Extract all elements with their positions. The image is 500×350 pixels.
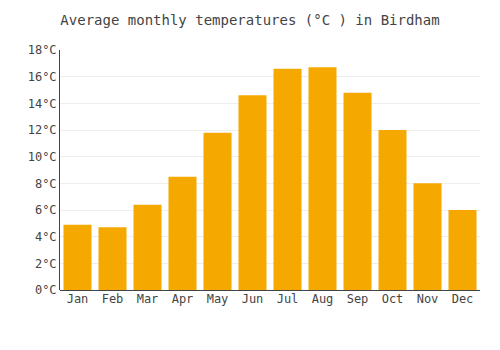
svg-text:Apr: Apr	[172, 292, 194, 306]
svg-text:16°C: 16°C	[28, 70, 57, 84]
svg-text:Dec: Dec	[452, 292, 474, 306]
svg-text:0°C: 0°C	[35, 283, 57, 297]
svg-text:Jan: Jan	[67, 292, 89, 306]
svg-text:Jun: Jun	[242, 292, 264, 306]
svg-text:10°C: 10°C	[28, 150, 57, 164]
svg-text:6°C: 6°C	[35, 203, 57, 217]
svg-text:14°C: 14°C	[28, 97, 57, 111]
svg-text:Sep: Sep	[347, 292, 369, 306]
svg-text:12°C: 12°C	[28, 123, 57, 137]
svg-text:Nov: Nov	[417, 292, 439, 306]
svg-text:8°C: 8°C	[35, 177, 57, 191]
svg-text:Feb: Feb	[102, 292, 124, 306]
svg-text:4°C: 4°C	[35, 230, 57, 244]
svg-text:18°C: 18°C	[28, 43, 57, 57]
svg-text:Mar: Mar	[137, 292, 159, 306]
svg-text:2°C: 2°C	[35, 257, 57, 271]
svg-text:May: May	[207, 292, 229, 306]
svg-text:Aug: Aug	[312, 292, 334, 306]
svg-text:Average monthly temperatures (: Average monthly temperatures (°C ) in Bi…	[60, 12, 439, 28]
svg-text:Jul: Jul	[277, 292, 299, 306]
svg-text:Oct: Oct	[382, 292, 404, 306]
